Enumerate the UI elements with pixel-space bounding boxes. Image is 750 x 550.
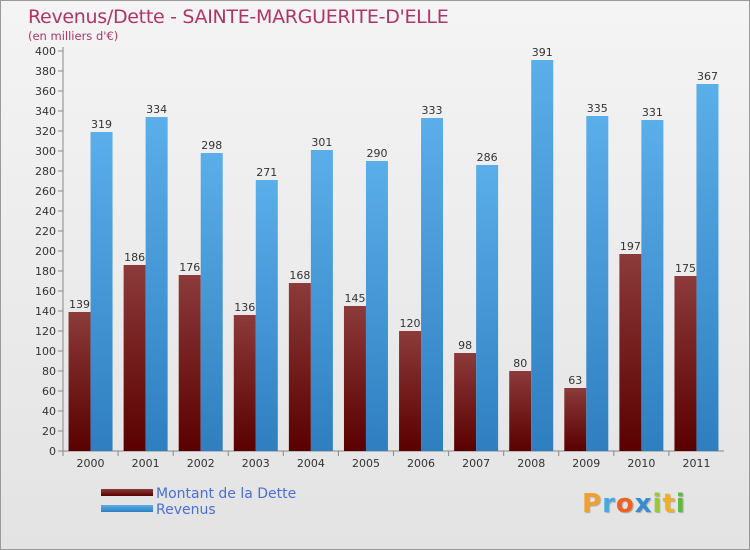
- y-tick-label: 380: [35, 65, 56, 78]
- bar-dette: [509, 371, 532, 451]
- bar-dette: [123, 265, 146, 451]
- x-tick-label: 2001: [132, 457, 160, 470]
- data-label-dette: 136: [234, 301, 255, 314]
- y-tick-label: 120: [35, 325, 56, 338]
- y-tick-label: 60: [42, 385, 56, 398]
- y-tick-label: 20: [42, 425, 56, 438]
- y-tick-label: 360: [35, 85, 56, 98]
- bar-revenus: [476, 165, 499, 451]
- x-tick-label: 2011: [682, 457, 710, 470]
- bar-dette: [178, 275, 201, 451]
- data-label-dette: 145: [344, 292, 365, 305]
- y-tick-label: 260: [35, 185, 56, 198]
- data-label-dette: 120: [400, 317, 421, 330]
- y-tick-label: 100: [35, 345, 56, 358]
- y-tick-label: 340: [35, 105, 56, 118]
- data-label-dette: 197: [620, 240, 641, 253]
- bar-dette: [343, 306, 366, 451]
- y-tick-label: 140: [35, 305, 56, 318]
- y-tick-label: 220: [35, 225, 56, 238]
- x-tick-label: 2000: [77, 457, 105, 470]
- y-tick-label: 40: [42, 405, 56, 418]
- data-label-revenus: 290: [366, 147, 387, 160]
- data-label-revenus: 286: [477, 151, 498, 164]
- data-label-revenus: 319: [91, 118, 112, 131]
- bar-revenus: [145, 117, 168, 451]
- x-tick-label: 2008: [517, 457, 545, 470]
- y-tick-label: 320: [35, 125, 56, 138]
- y-tick-label: 240: [35, 205, 56, 218]
- data-label-dette: 175: [675, 262, 696, 275]
- data-label-revenus: 298: [201, 139, 222, 152]
- data-label-dette: 80: [513, 357, 527, 370]
- data-label-dette: 176: [179, 261, 200, 274]
- y-tick-label: 300: [35, 145, 56, 158]
- data-label-dette: 139: [69, 298, 90, 311]
- bar-revenus: [255, 180, 278, 451]
- logo-letter: t: [662, 489, 676, 519]
- data-label-dette: 63: [568, 374, 582, 387]
- data-label-revenus: 331: [642, 106, 663, 119]
- data-label-revenus: 334: [146, 103, 167, 116]
- bar-dette: [674, 276, 697, 451]
- bar-dette: [233, 315, 256, 451]
- y-tick-label: 180: [35, 265, 56, 278]
- bar-revenus: [531, 60, 554, 451]
- x-tick-label: 2007: [462, 457, 490, 470]
- y-tick-label: 200: [35, 245, 56, 258]
- legend-label-revenus: Revenus: [156, 502, 216, 518]
- data-label-revenus: 301: [311, 136, 332, 149]
- bar-dette: [454, 353, 477, 451]
- legend-swatch-revenus: [101, 505, 153, 512]
- data-label-dette: 168: [289, 269, 310, 282]
- data-label-revenus: 271: [256, 166, 277, 179]
- bar-revenus: [586, 116, 609, 451]
- logo-letter: o: [615, 489, 635, 519]
- data-label-revenus: 335: [587, 102, 608, 115]
- bar-dette: [288, 283, 311, 451]
- x-tick-label: 2003: [242, 457, 270, 470]
- bar-revenus: [696, 84, 719, 451]
- bar-revenus: [641, 120, 664, 451]
- legend-label-dette: Montant de la Dette: [156, 486, 297, 502]
- x-tick-label: 2010: [627, 457, 655, 470]
- y-tick-label: 280: [35, 165, 56, 178]
- bar-revenus: [200, 153, 223, 451]
- bar-revenus: [365, 161, 388, 451]
- legend-swatch-dette: [101, 489, 153, 496]
- data-label-dette: 186: [124, 251, 145, 264]
- data-label-revenus: 391: [532, 46, 553, 59]
- bar-revenus: [90, 132, 113, 451]
- chart-subtitle: (en milliers d'€): [28, 29, 119, 43]
- bar-revenus: [310, 150, 333, 451]
- bar-dette: [564, 388, 587, 451]
- bar-dette: [399, 331, 422, 451]
- y-tick-label: 160: [35, 285, 56, 298]
- proxiti-logo: Proxiti: [582, 489, 686, 519]
- data-label-dette: 98: [458, 339, 472, 352]
- bar-dette: [619, 254, 642, 451]
- y-tick-label: 0: [49, 445, 56, 458]
- x-tick-label: 2004: [297, 457, 325, 470]
- logo-letter: r: [602, 489, 616, 519]
- y-tick-label: 80: [42, 365, 56, 378]
- x-tick-label: 2006: [407, 457, 435, 470]
- logo-letter: x: [634, 489, 653, 519]
- logo-letter: P: [582, 489, 603, 519]
- chart-title: Revenus/Dette - SAINTE-MARGUERITE-D'ELLE: [28, 6, 449, 28]
- y-tick-label: 400: [35, 45, 56, 58]
- data-label-revenus: 367: [697, 70, 718, 83]
- bar-revenus: [421, 118, 444, 451]
- logo-letter: i: [675, 489, 686, 519]
- bar-dette: [68, 312, 91, 451]
- x-tick-label: 2005: [352, 457, 380, 470]
- data-label-revenus: 333: [422, 104, 443, 117]
- x-tick-label: 2009: [572, 457, 600, 470]
- logo-letter: i: [652, 489, 663, 519]
- x-tick-label: 2002: [187, 457, 215, 470]
